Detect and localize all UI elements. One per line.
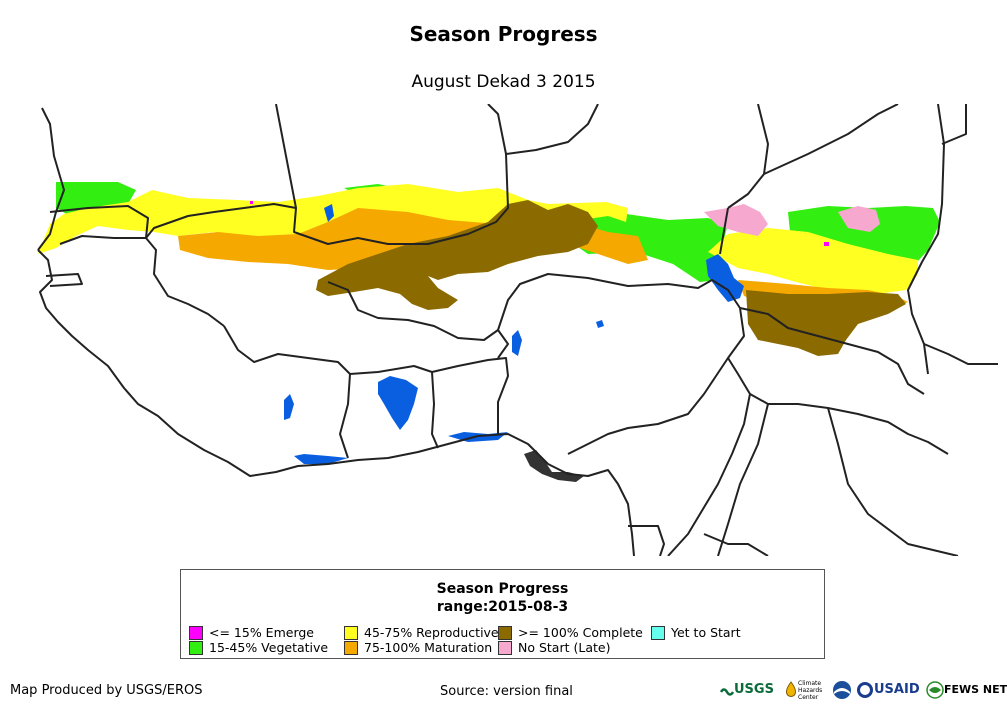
legend-title: Season Progress (436, 581, 569, 597)
usaid-seal-icon (857, 682, 873, 698)
legend-label-no-start: No Start (Late) (518, 640, 611, 655)
legend-item-vegetative: 15-45% Vegetative (189, 640, 328, 656)
chc-logo-text: Climate Hazards Center (798, 679, 823, 701)
usgs-wave-icon (719, 688, 735, 696)
usgs-logo-text: USGS (734, 682, 774, 697)
partner-logos: USGS Climate Hazards Center USAID FEWS N… (719, 678, 1007, 702)
legend-item-maturation: 75-100% Maturation (344, 640, 492, 656)
season-progress-map (37, 104, 998, 556)
map-legend: Season Progress range:2015-08-3 <= 15% E… (180, 569, 825, 659)
noaa-emblem-icon (833, 681, 851, 699)
usgs-logo: USGS (719, 678, 774, 702)
legend-item-reproductive: 45-75% Reproductive (344, 625, 499, 641)
reproductive-zones (38, 184, 918, 294)
fewsnet-logo-text: FEWS NET (944, 683, 1007, 696)
legend-label-complete: >= 100% Complete (518, 625, 643, 640)
usaid-logo: USAID (856, 678, 920, 702)
complete-zones (316, 200, 906, 356)
noaa-logo (832, 678, 852, 702)
produced-by-credit: Map Produced by USGS/EROS (10, 683, 203, 698)
legend-item-no-start: No Start (Late) (498, 640, 610, 656)
swatch-emerge (189, 625, 203, 640)
swatch-yet-to-start (651, 625, 665, 640)
legend-label-maturation: 75-100% Maturation (364, 640, 493, 655)
legend-item-emerge: <= 15% Emerge (189, 625, 314, 641)
swatch-reproductive (344, 625, 358, 640)
emerge-specks (250, 201, 829, 246)
map-title: Season Progress (409, 22, 598, 46)
swatch-complete (498, 625, 512, 640)
country-borders (37, 104, 998, 556)
legend-label-yet-to-start: Yet to Start (671, 625, 741, 640)
no-start-zones (704, 204, 880, 236)
swatch-vegetative (189, 640, 203, 655)
legend-label-emerge: <= 15% Emerge (209, 625, 314, 640)
swatch-maturation (344, 640, 358, 655)
usaid-logo-text: USAID (874, 682, 920, 697)
source-note: Source: version final (440, 684, 573, 699)
fewsnet-logo: FEWS NET (926, 678, 1007, 702)
legend-label-reproductive: 45-75% Reproductive (364, 625, 499, 640)
chc-logo: Climate Hazards Center (784, 678, 826, 702)
legend-item-complete: >= 100% Complete (498, 625, 643, 641)
chc-drop-icon (786, 681, 796, 697)
map-subtitle: August Dekad 3 2015 (411, 72, 596, 92)
legend-label-vegetative: 15-45% Vegetative (209, 640, 329, 655)
legend-item-yet-to-start: Yet to Start (651, 625, 741, 641)
fewsnet-globe-icon (926, 681, 944, 699)
swatch-no-start (498, 640, 512, 655)
legend-range: range:2015-08-3 (436, 599, 569, 615)
